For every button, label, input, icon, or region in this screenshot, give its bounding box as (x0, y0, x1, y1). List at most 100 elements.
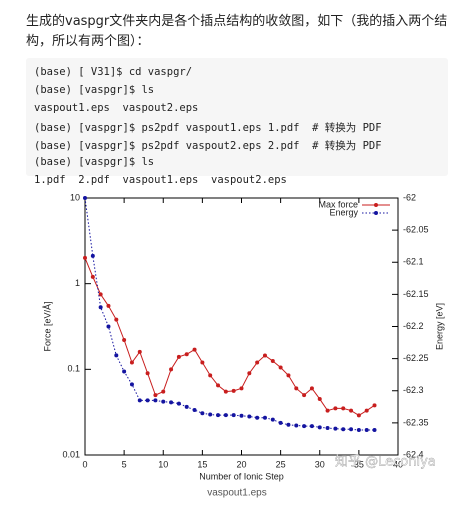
data-point (223, 389, 228, 394)
data-point (200, 360, 205, 365)
x-axis-label: Number of Ionic Step (199, 471, 284, 481)
y2-tick-label: -62.3 (403, 385, 424, 395)
x-tick-label: 10 (158, 459, 168, 469)
legend-marker (374, 211, 378, 215)
code-line: 1.pdf 2.pdf vaspout1.eps vaspout2.eps (34, 174, 287, 186)
code-line: (base) [vaspgr]$ ps2pdf vaspout2.eps 2.p… (34, 140, 382, 152)
data-point (90, 253, 95, 258)
data-point (169, 367, 174, 372)
data-point (278, 365, 283, 370)
data-point (231, 413, 236, 418)
data-point (270, 417, 275, 422)
legend-label: Energy (329, 207, 358, 217)
data-point (137, 398, 142, 403)
data-point (317, 425, 322, 430)
y-tick-label: 0.1 (67, 364, 80, 374)
y2-tick-label: -62.15 (403, 289, 429, 299)
data-point (114, 353, 119, 358)
data-point (372, 427, 377, 432)
y2-tick-label: -62.35 (403, 417, 429, 427)
data-point (176, 401, 181, 406)
data-point (270, 359, 275, 364)
data-point (137, 349, 142, 354)
data-point (247, 414, 252, 419)
y2-tick-label: -62.4 (403, 449, 424, 459)
data-point (294, 386, 299, 391)
data-point (122, 337, 127, 342)
data-point (145, 371, 150, 376)
y-axis-label: Force [eV/Å] (42, 301, 52, 351)
x-tick-label: 20 (236, 459, 246, 469)
data-point (208, 373, 213, 378)
data-point (184, 352, 189, 357)
data-point (349, 427, 354, 432)
data-point (349, 408, 354, 413)
data-point (106, 324, 111, 329)
x-tick-label: 15 (197, 459, 207, 469)
data-point (309, 424, 314, 429)
x-tick-label: 30 (315, 459, 325, 469)
data-point (90, 274, 95, 279)
data-point (317, 397, 322, 402)
data-point (247, 371, 252, 376)
data-point (356, 427, 361, 432)
code-line: (base) [vaspgr]$ ls (34, 84, 155, 96)
y2-tick-label: -62.05 (403, 225, 429, 235)
data-point (129, 360, 134, 365)
data-point (356, 413, 361, 418)
data-point (262, 353, 267, 358)
data-point (325, 408, 330, 413)
y-tick-label: 10 (70, 192, 80, 202)
data-point (278, 420, 283, 425)
data-point (309, 386, 314, 391)
data-point (208, 412, 213, 417)
series-line (84, 197, 375, 431)
data-point (161, 399, 166, 404)
data-point (286, 373, 291, 378)
y2-tick-label: -62.2 (403, 321, 424, 331)
data-point (223, 413, 228, 418)
legend-marker (374, 203, 378, 207)
data-point (286, 422, 291, 427)
paragraph: 生成的vaspgr文件夹内是各个插点结构的收敛图，如下（我的插入两个结构，所以有… (26, 14, 448, 49)
data-point (341, 427, 346, 432)
chart: 0 5 10 15 20 25 30 35 40 0.01 0.1 1 10 -62.4 -62.35 -62… (30, 185, 445, 499)
data-point (325, 426, 330, 431)
x-tick-label: 25 (276, 459, 286, 469)
code-line: (base) [ V31]$ cd vaspgr/ (34, 66, 193, 78)
watermark: 知乎 @Leconiya (335, 454, 436, 470)
data-point (302, 393, 307, 398)
data-point (364, 408, 369, 413)
data-point (239, 413, 244, 418)
data-point (192, 408, 197, 413)
data-point (129, 382, 134, 387)
y-tick-label: 1 (75, 278, 80, 288)
y2-tick-label: -62.25 (403, 353, 429, 363)
code-block: (base) [ V31]$ cd vaspgr/ (base) [vaspgr]… (26, 58, 448, 186)
data-point (145, 398, 150, 403)
y2-tick-label: -62 (403, 192, 416, 202)
data-point (333, 426, 338, 431)
x-tick-label: 35 (354, 459, 364, 469)
series-line (84, 257, 375, 416)
data-point (192, 347, 197, 352)
data-point (122, 369, 127, 374)
code-line: vaspout1.eps vaspout2.eps (34, 102, 199, 114)
legend-label: Max force (318, 199, 358, 209)
x-tick-label: 40 (393, 459, 403, 469)
data-point (184, 404, 189, 409)
data-point (294, 423, 299, 428)
x-tick-label: 0 (82, 459, 87, 469)
chart-background (30, 185, 445, 480)
data-point (372, 403, 377, 408)
data-point (262, 415, 267, 420)
data-point (216, 413, 221, 418)
data-point (106, 303, 111, 308)
data-point (153, 398, 158, 403)
x-tick-label: 5 (122, 459, 127, 469)
data-point (302, 424, 307, 429)
data-point (98, 292, 103, 297)
data-point (176, 354, 181, 359)
y2-axis-label: Energy [eV] (434, 303, 444, 350)
